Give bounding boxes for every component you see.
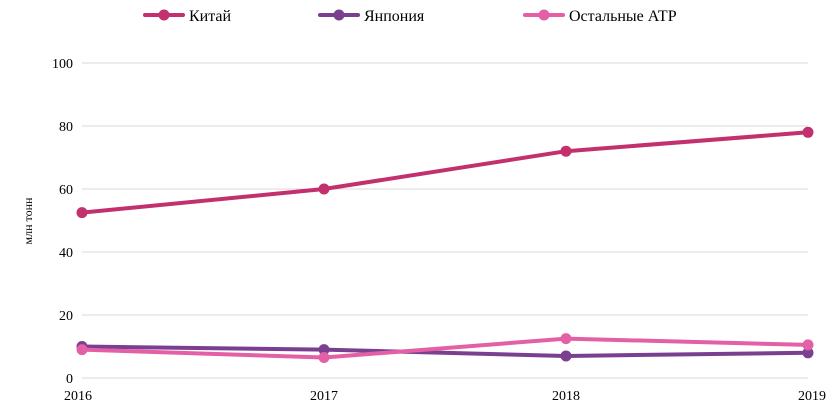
data-point <box>560 333 572 345</box>
series-2 <box>76 333 814 364</box>
legend-swatch-marker <box>158 9 170 21</box>
data-point <box>76 207 88 219</box>
legend: Китай Янпония Остальные АТР <box>143 8 677 25</box>
data-point <box>318 344 330 356</box>
data-point <box>802 126 814 138</box>
legend-item: Остальные АТР <box>523 8 677 25</box>
legend-swatch-marker <box>538 9 550 21</box>
data-point <box>802 339 814 351</box>
x-tick-label: 2019 <box>798 389 826 404</box>
gridlines <box>82 62 808 379</box>
series-line <box>80 336 810 360</box>
legend-item: Янпония <box>318 8 425 25</box>
y-tick-label: 40 <box>59 246 73 261</box>
y-tick-label: 0 <box>66 372 73 387</box>
y-tick-label: 100 <box>52 57 73 72</box>
series-line <box>80 130 810 215</box>
legend-swatch-marker <box>333 9 345 21</box>
x-axis-ticks: 2016 2017 2018 2019 <box>64 389 826 404</box>
y-tick-label: 60 <box>59 183 73 198</box>
series-line <box>80 344 810 358</box>
data-point <box>318 183 330 195</box>
series-0 <box>76 126 814 219</box>
series-layer <box>76 126 814 364</box>
data-point <box>318 352 330 364</box>
legend-label: Янпония <box>364 8 425 25</box>
data-point <box>560 145 572 157</box>
legend-label: Остальные АТР <box>569 8 677 25</box>
data-point <box>802 347 814 359</box>
x-tick-label: 2018 <box>552 389 580 404</box>
data-point <box>560 350 572 362</box>
x-tick-label: 2016 <box>64 389 92 404</box>
y-tick-label: 80 <box>59 120 73 135</box>
y-tick-label: 20 <box>59 309 73 324</box>
legend-item: Китай <box>143 8 232 25</box>
data-point <box>76 344 88 356</box>
x-tick-label: 2017 <box>310 389 338 404</box>
y-axis-label: млн тонн <box>21 197 35 245</box>
y-axis-ticks: 0 20 40 60 80 100 <box>52 57 73 387</box>
legend-label: Китай <box>189 8 232 25</box>
